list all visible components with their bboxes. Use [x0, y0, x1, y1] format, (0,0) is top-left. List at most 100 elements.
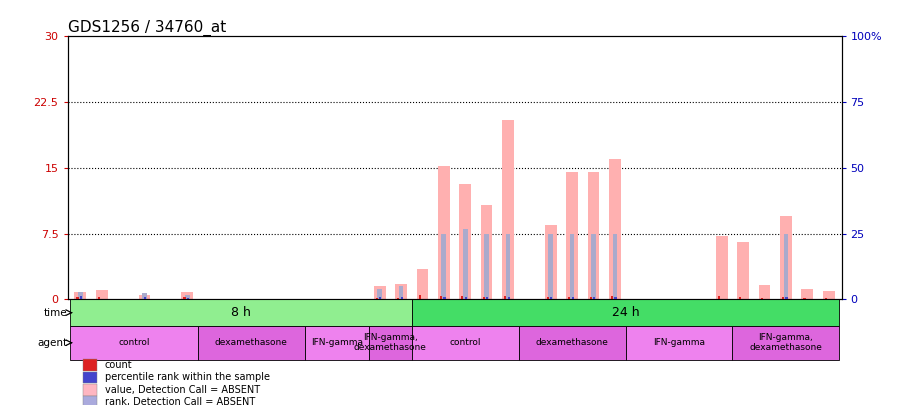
Text: percentile rank within the sample: percentile rank within the sample [104, 372, 270, 382]
Bar [760, 298, 763, 299]
Bar [184, 297, 185, 299]
Bar [590, 297, 592, 299]
Bar [733, 326, 840, 360]
Bar [739, 297, 742, 299]
Bar [611, 296, 613, 299]
Bar [83, 372, 97, 383]
Bar [83, 384, 97, 396]
Bar [440, 296, 442, 299]
Bar [593, 297, 595, 299]
Bar [609, 159, 621, 299]
Bar [411, 326, 518, 360]
Bar [462, 296, 464, 299]
Bar [506, 234, 510, 299]
Bar [69, 299, 411, 326]
Text: time: time [44, 308, 68, 318]
Bar [780, 216, 792, 299]
Bar [305, 326, 369, 360]
Bar [591, 234, 596, 299]
Bar [718, 296, 720, 299]
Text: IFN-gamma,
dexamethasone: IFN-gamma, dexamethasone [354, 333, 427, 352]
Bar [140, 298, 143, 299]
Bar [823, 291, 834, 299]
Bar [615, 297, 616, 299]
Text: control: control [118, 338, 149, 347]
Bar [459, 184, 471, 299]
Bar [444, 297, 446, 299]
Text: value, Detection Call = ABSENT: value, Detection Call = ABSENT [104, 385, 260, 395]
Bar [399, 286, 403, 299]
Text: 24 h: 24 h [612, 306, 639, 319]
Bar [544, 225, 556, 299]
Text: rank, Detection Call = ABSENT: rank, Detection Call = ABSENT [104, 397, 255, 405]
Bar [566, 173, 578, 299]
Bar [626, 326, 733, 360]
Bar [376, 298, 378, 299]
Bar [418, 295, 420, 299]
Bar [184, 295, 190, 299]
Bar [572, 297, 574, 299]
Bar [83, 396, 97, 405]
Text: IFN-gamma: IFN-gamma [310, 338, 363, 347]
Bar [182, 292, 194, 299]
Bar [395, 284, 407, 299]
Bar [484, 234, 489, 299]
Bar [400, 297, 403, 299]
Bar [417, 269, 428, 299]
Bar [481, 205, 492, 299]
Bar [411, 299, 840, 326]
Text: dexamethasone: dexamethasone [536, 338, 608, 347]
Bar [142, 293, 147, 299]
Bar [550, 297, 553, 299]
Bar [548, 234, 554, 299]
Bar [374, 286, 385, 299]
Bar [83, 359, 97, 371]
Bar [784, 234, 788, 299]
Text: control: control [449, 338, 481, 347]
Bar [438, 166, 450, 299]
Text: 8 h: 8 h [230, 306, 250, 319]
Bar [508, 297, 509, 299]
Bar [547, 297, 549, 299]
Bar [504, 296, 506, 299]
Text: GDS1256 / 34760_at: GDS1256 / 34760_at [68, 20, 226, 36]
Bar [377, 289, 382, 299]
Bar [486, 297, 489, 299]
Text: IFN-gamma,
dexamethasone: IFN-gamma, dexamethasone [750, 333, 823, 352]
Bar [782, 297, 784, 299]
Bar [801, 289, 814, 299]
Bar [502, 120, 514, 299]
Text: count: count [104, 360, 132, 370]
Bar [613, 234, 617, 299]
Bar [518, 326, 626, 360]
Bar [568, 297, 571, 299]
Bar [198, 326, 305, 360]
Bar [95, 290, 108, 299]
Bar [759, 285, 770, 299]
Bar [369, 326, 411, 360]
Bar [570, 234, 574, 299]
Bar [464, 297, 467, 299]
Bar [786, 297, 788, 299]
Bar [80, 296, 82, 299]
Bar [737, 243, 749, 299]
Text: agent: agent [38, 338, 68, 348]
Text: IFN-gamma: IFN-gamma [653, 338, 705, 347]
Bar [379, 297, 382, 299]
Bar [804, 298, 806, 299]
Bar [463, 229, 467, 299]
Bar [69, 326, 198, 360]
Bar [824, 298, 827, 299]
Bar [442, 234, 446, 299]
Bar [139, 295, 150, 299]
Bar [588, 173, 599, 299]
Text: dexamethasone: dexamethasone [215, 338, 288, 347]
Bar [716, 237, 727, 299]
Bar [78, 292, 83, 299]
Bar [397, 298, 400, 299]
Bar [144, 297, 146, 299]
Bar [76, 297, 78, 299]
Bar [75, 292, 86, 299]
Bar [98, 297, 100, 299]
Bar [482, 297, 485, 299]
